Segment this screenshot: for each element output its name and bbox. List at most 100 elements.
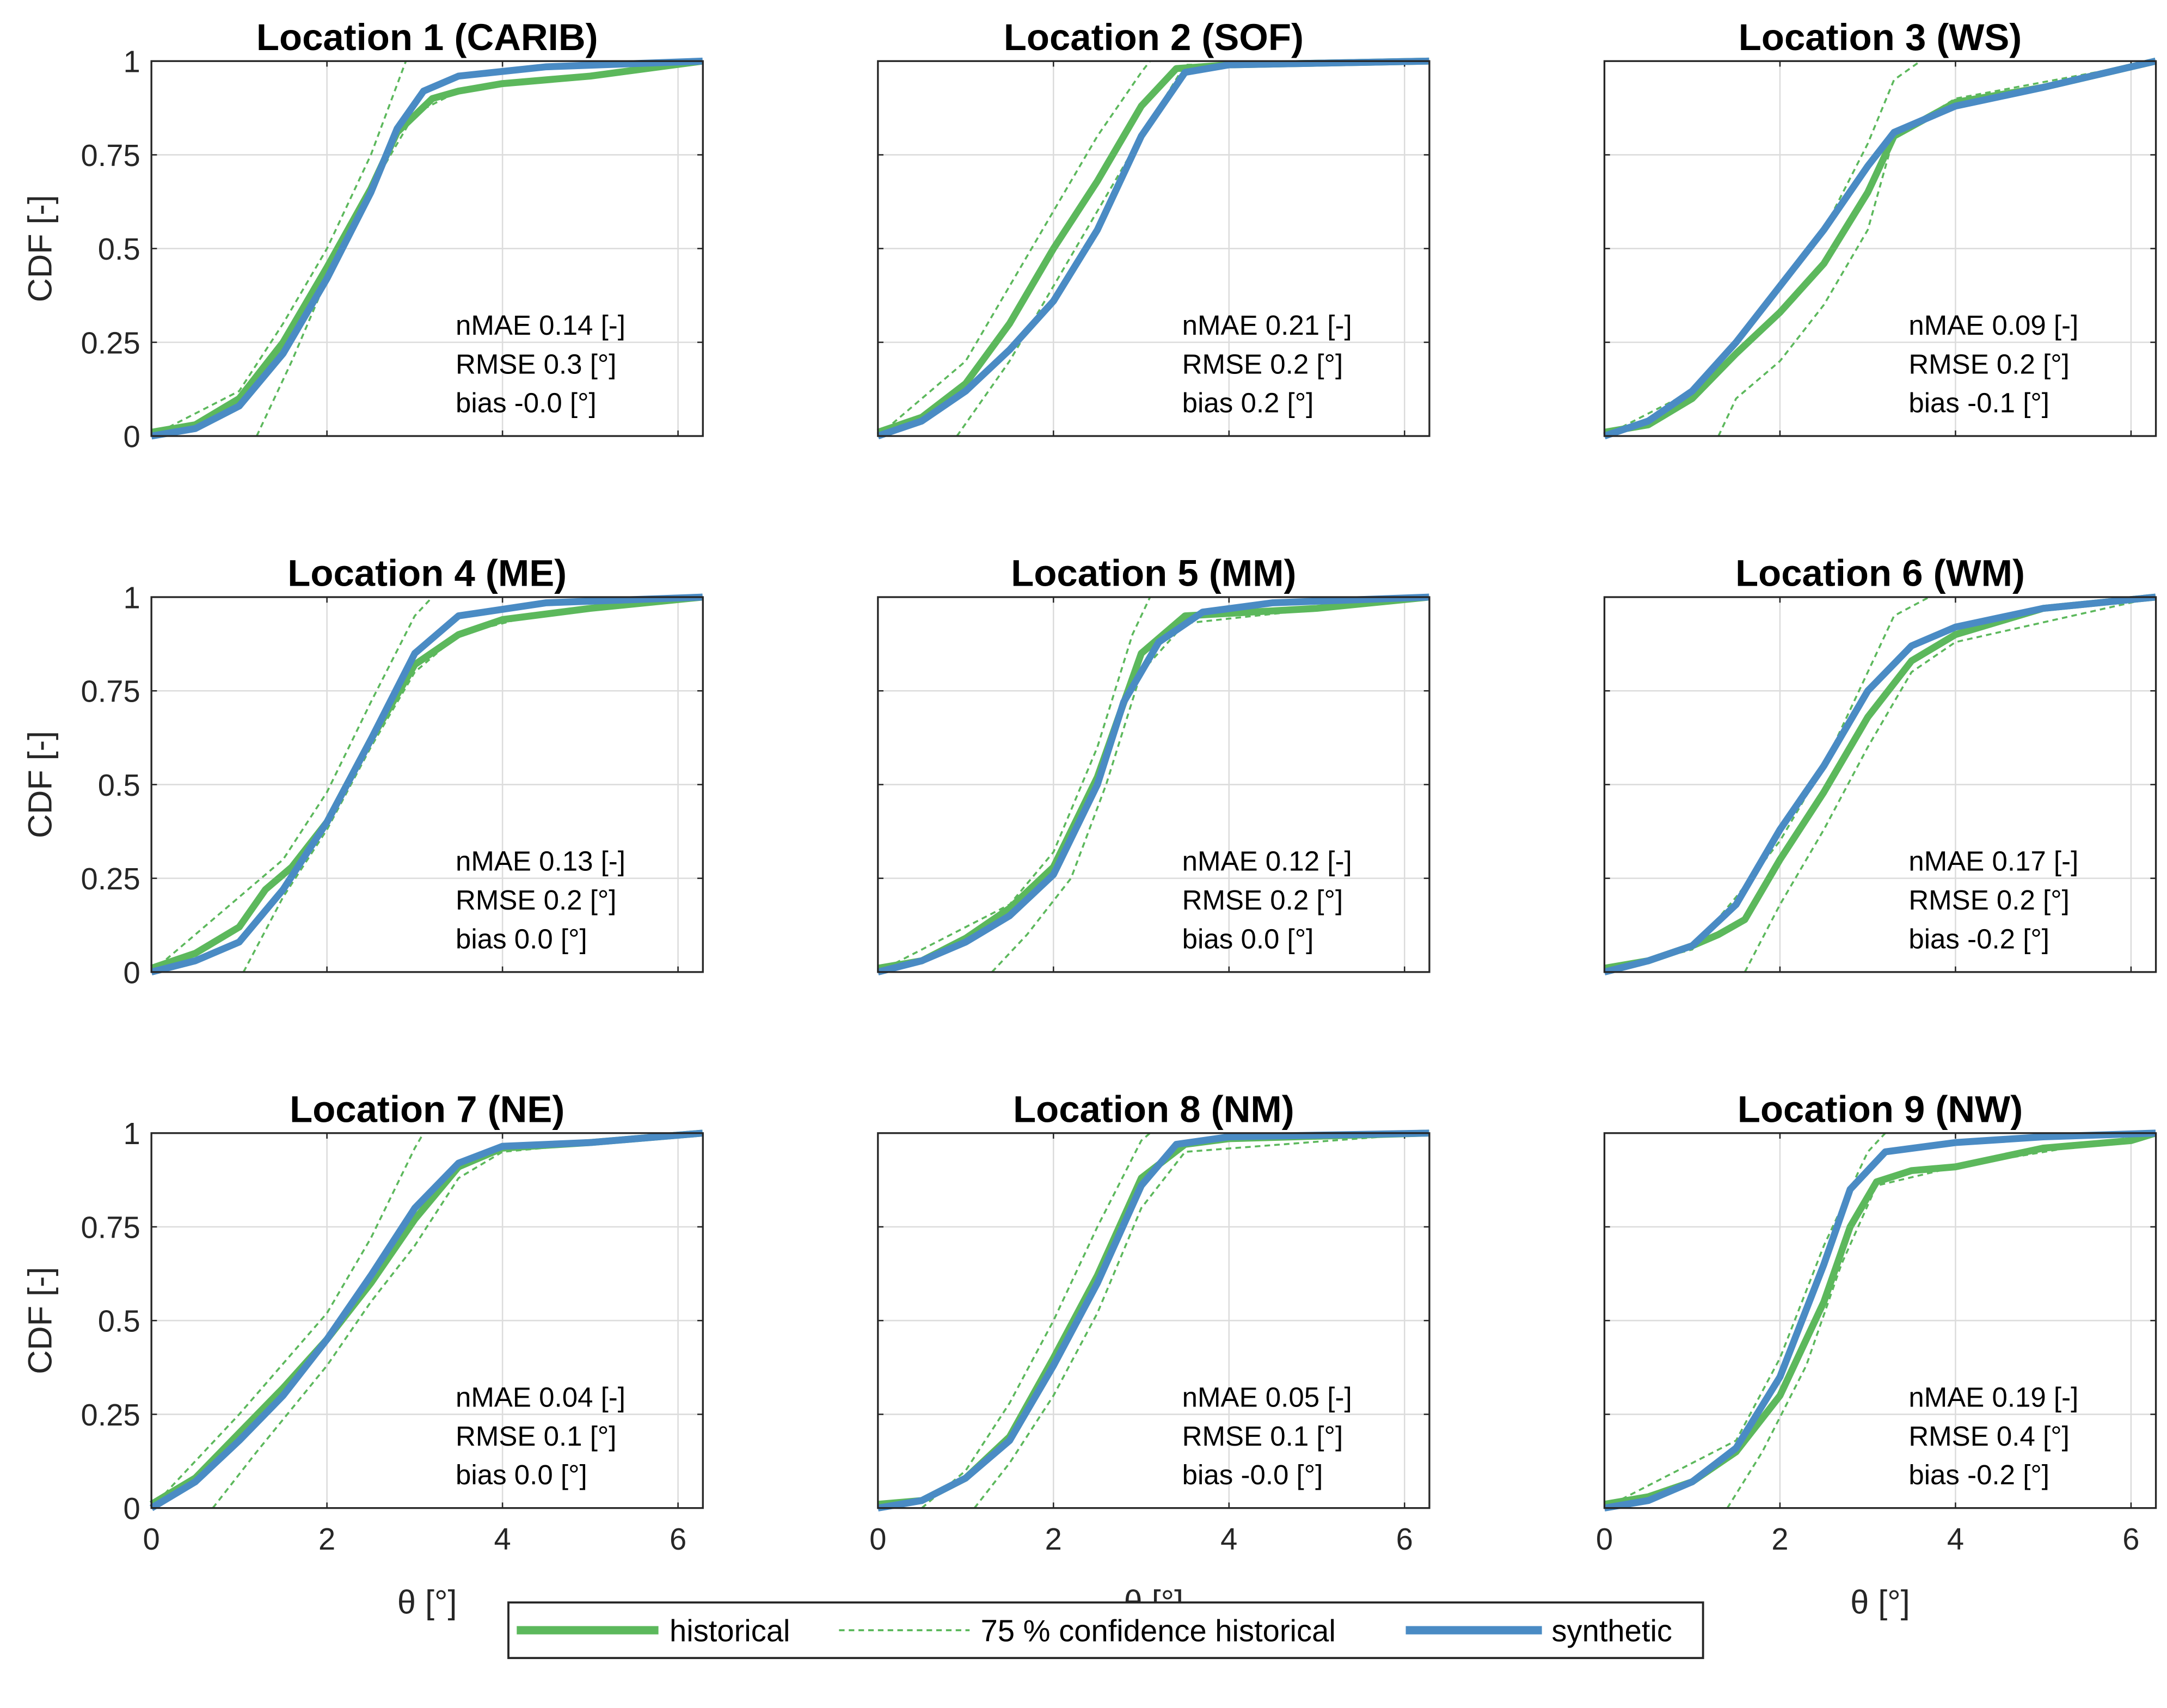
- x-tick-label: 6: [1396, 1522, 1413, 1556]
- historical-line: [1604, 1129, 2157, 1508]
- axes-box: [1603, 596, 2157, 973]
- stat-annotation: bias -0.2 [°]: [1908, 1459, 2049, 1490]
- confidence-upper-line: [1604, 1132, 1886, 1509]
- y-tick-label: 0: [124, 955, 140, 990]
- y-tick-label: 0.25: [81, 1398, 140, 1432]
- historical-line: [877, 1129, 1429, 1508]
- panel-title: Location 3 (WS): [1739, 16, 2022, 58]
- y-tick-label: 0.5: [98, 232, 140, 266]
- x-tick-label: 4: [494, 1522, 511, 1556]
- axes-box: [150, 60, 704, 437]
- x-axis-label: θ [°]: [397, 1584, 457, 1621]
- stat-annotation: bias 0.0 [°]: [456, 923, 587, 954]
- confidence-lower-line: [212, 1132, 703, 1509]
- y-tick-label: 1: [124, 1116, 140, 1151]
- confidence-upper-line: [150, 596, 433, 973]
- x-tick-label: 2: [1045, 1522, 1062, 1556]
- x-tick-label: 2: [318, 1522, 335, 1556]
- stat-annotation: RMSE 0.3 [°]: [456, 348, 616, 379]
- confidence-lower-line: [1744, 596, 2156, 973]
- stat-annotation: bias -0.1 [°]: [1908, 388, 2049, 419]
- x-tick-label: 0: [143, 1522, 160, 1556]
- y-axis-label: CDF [-]: [21, 731, 58, 838]
- confidence-upper-line: [151, 60, 407, 437]
- stat-annotation: nMAE 0.12 [-]: [1182, 846, 1352, 877]
- panels: Location 1 (CARIB) nMAE 0.14 [-] RMSE 0.3 …: [21, 16, 2157, 1621]
- panel-7: Location 7 (NE) nMAE 0.04 [-] RMSE 0.1 [°]…: [21, 1088, 704, 1621]
- synthetic-line: [1604, 1129, 2156, 1512]
- stat-annotation: RMSE 0.2 [°]: [1182, 348, 1343, 379]
- legend-label-confidence: 75 % confidence historical: [981, 1614, 1336, 1648]
- stat-annotation: RMSE 0.4 [°]: [1908, 1421, 2069, 1452]
- historical-line: [1604, 593, 2156, 972]
- panel-title: Location 5 (MM): [1011, 552, 1296, 594]
- x-tick-label: 6: [2122, 1522, 2139, 1556]
- x-tick-label: 2: [1771, 1522, 1788, 1556]
- axes-box: [150, 1132, 704, 1509]
- stat-annotation: RMSE 0.2 [°]: [456, 884, 616, 916]
- panel-5: Location 5 (MM) nMAE 0.12 [-] RMSE 0.2 [°]…: [877, 552, 1431, 976]
- confidence-lower-line: [991, 596, 1429, 973]
- x-tick-label: 4: [1220, 1522, 1237, 1556]
- stat-annotation: RMSE 0.1 [°]: [456, 1421, 616, 1452]
- confidence-upper-line: [877, 597, 1151, 973]
- panel-3: Location 3 (WS) nMAE 0.09 [-] RMSE 0.2 [°]…: [1603, 16, 2157, 440]
- confidence-upper-line: [921, 1132, 1151, 1509]
- stat-annotation: nMAE 0.05 [-]: [1182, 1381, 1352, 1412]
- synthetic-line: [877, 1129, 1429, 1512]
- synthetic-line: [876, 57, 1429, 440]
- axes-box: [1603, 60, 2157, 437]
- stat-annotation: bias -0.0 [°]: [1182, 1459, 1323, 1490]
- synthetic-line: [150, 593, 703, 976]
- y-tick-label: 0.75: [81, 674, 140, 709]
- stat-annotation: bias 0.2 [°]: [1182, 388, 1314, 419]
- y-axis-label: CDF [-]: [21, 1267, 58, 1374]
- x-tick-label: 6: [670, 1522, 686, 1556]
- y-tick-label: 0.5: [98, 1304, 140, 1338]
- historical-line: [151, 57, 703, 436]
- y-tick-label: 0.25: [81, 862, 140, 896]
- y-tick-label: 0: [124, 1491, 140, 1526]
- y-tick-label: 0.75: [81, 1210, 140, 1244]
- panel-2: Location 2 (SOF) nMAE 0.21 [-] RMSE 0.2 [°…: [876, 16, 1431, 440]
- panel-title: Location 7 (NE): [290, 1088, 564, 1130]
- historical-line: [150, 593, 703, 972]
- axes-box: [877, 60, 1431, 437]
- historical-line: [1604, 58, 2157, 436]
- synthetic-line: [1603, 593, 2156, 976]
- panel-title: Location 4 (ME): [287, 552, 567, 594]
- stat-annotation: nMAE 0.17 [-]: [1908, 846, 2078, 877]
- stat-annotation: nMAE 0.14 [-]: [456, 310, 625, 341]
- stat-annotation: RMSE 0.1 [°]: [1182, 1421, 1343, 1452]
- y-tick-label: 0.75: [81, 138, 140, 173]
- panel-title: Location 9 (NW): [1738, 1088, 2023, 1130]
- stat-annotation: nMAE 0.19 [-]: [1908, 1381, 2078, 1412]
- axes-box: [877, 1132, 1431, 1509]
- confidence-lower-line: [1717, 60, 2156, 437]
- panel-title: Location 6 (WM): [1735, 552, 2025, 594]
- y-tick-label: 1: [124, 45, 140, 79]
- stat-annotation: nMAE 0.04 [-]: [456, 1381, 625, 1412]
- confidence-upper-line: [150, 1132, 425, 1509]
- stat-annotation: nMAE 0.21 [-]: [1182, 310, 1352, 341]
- legend: historical 75 % confidence historical synt…: [507, 1601, 1704, 1660]
- stat-annotation: nMAE 0.09 [-]: [1908, 310, 2078, 341]
- stat-annotation: bias -0.0 [°]: [456, 388, 597, 419]
- panel-6: Location 6 (WM) nMAE 0.17 [-] RMSE 0.2 [°]…: [1603, 552, 2157, 976]
- y-tick-label: 0: [124, 419, 140, 453]
- x-tick-label: 4: [1947, 1522, 1964, 1556]
- y-axis-label: CDF [-]: [21, 195, 58, 302]
- stat-annotation: nMAE 0.13 [-]: [456, 846, 625, 877]
- panel-1: Location 1 (CARIB) nMAE 0.14 [-] RMSE 0.3 …: [21, 16, 704, 453]
- y-tick-label: 1: [124, 580, 140, 615]
- x-axis-label: θ [°]: [1850, 1584, 1910, 1621]
- confidence-lower-line: [255, 60, 703, 437]
- axes-box: [1603, 1132, 2157, 1509]
- stat-annotation: bias -0.2 [°]: [1908, 923, 2049, 954]
- synthetic-line: [149, 1129, 703, 1512]
- y-tick-label: 0.5: [98, 768, 140, 802]
- stat-annotation: bias 0.0 [°]: [1182, 923, 1314, 954]
- panel-8: Location 8 (NM) nMAE 0.05 [-] RMSE 0.1 [°]…: [869, 1088, 1431, 1621]
- legend-label-synthetic: synthetic: [1551, 1614, 1672, 1648]
- panel-9: Location 9 (NW) nMAE 0.19 [-] RMSE 0.4 [°]…: [1596, 1088, 2157, 1621]
